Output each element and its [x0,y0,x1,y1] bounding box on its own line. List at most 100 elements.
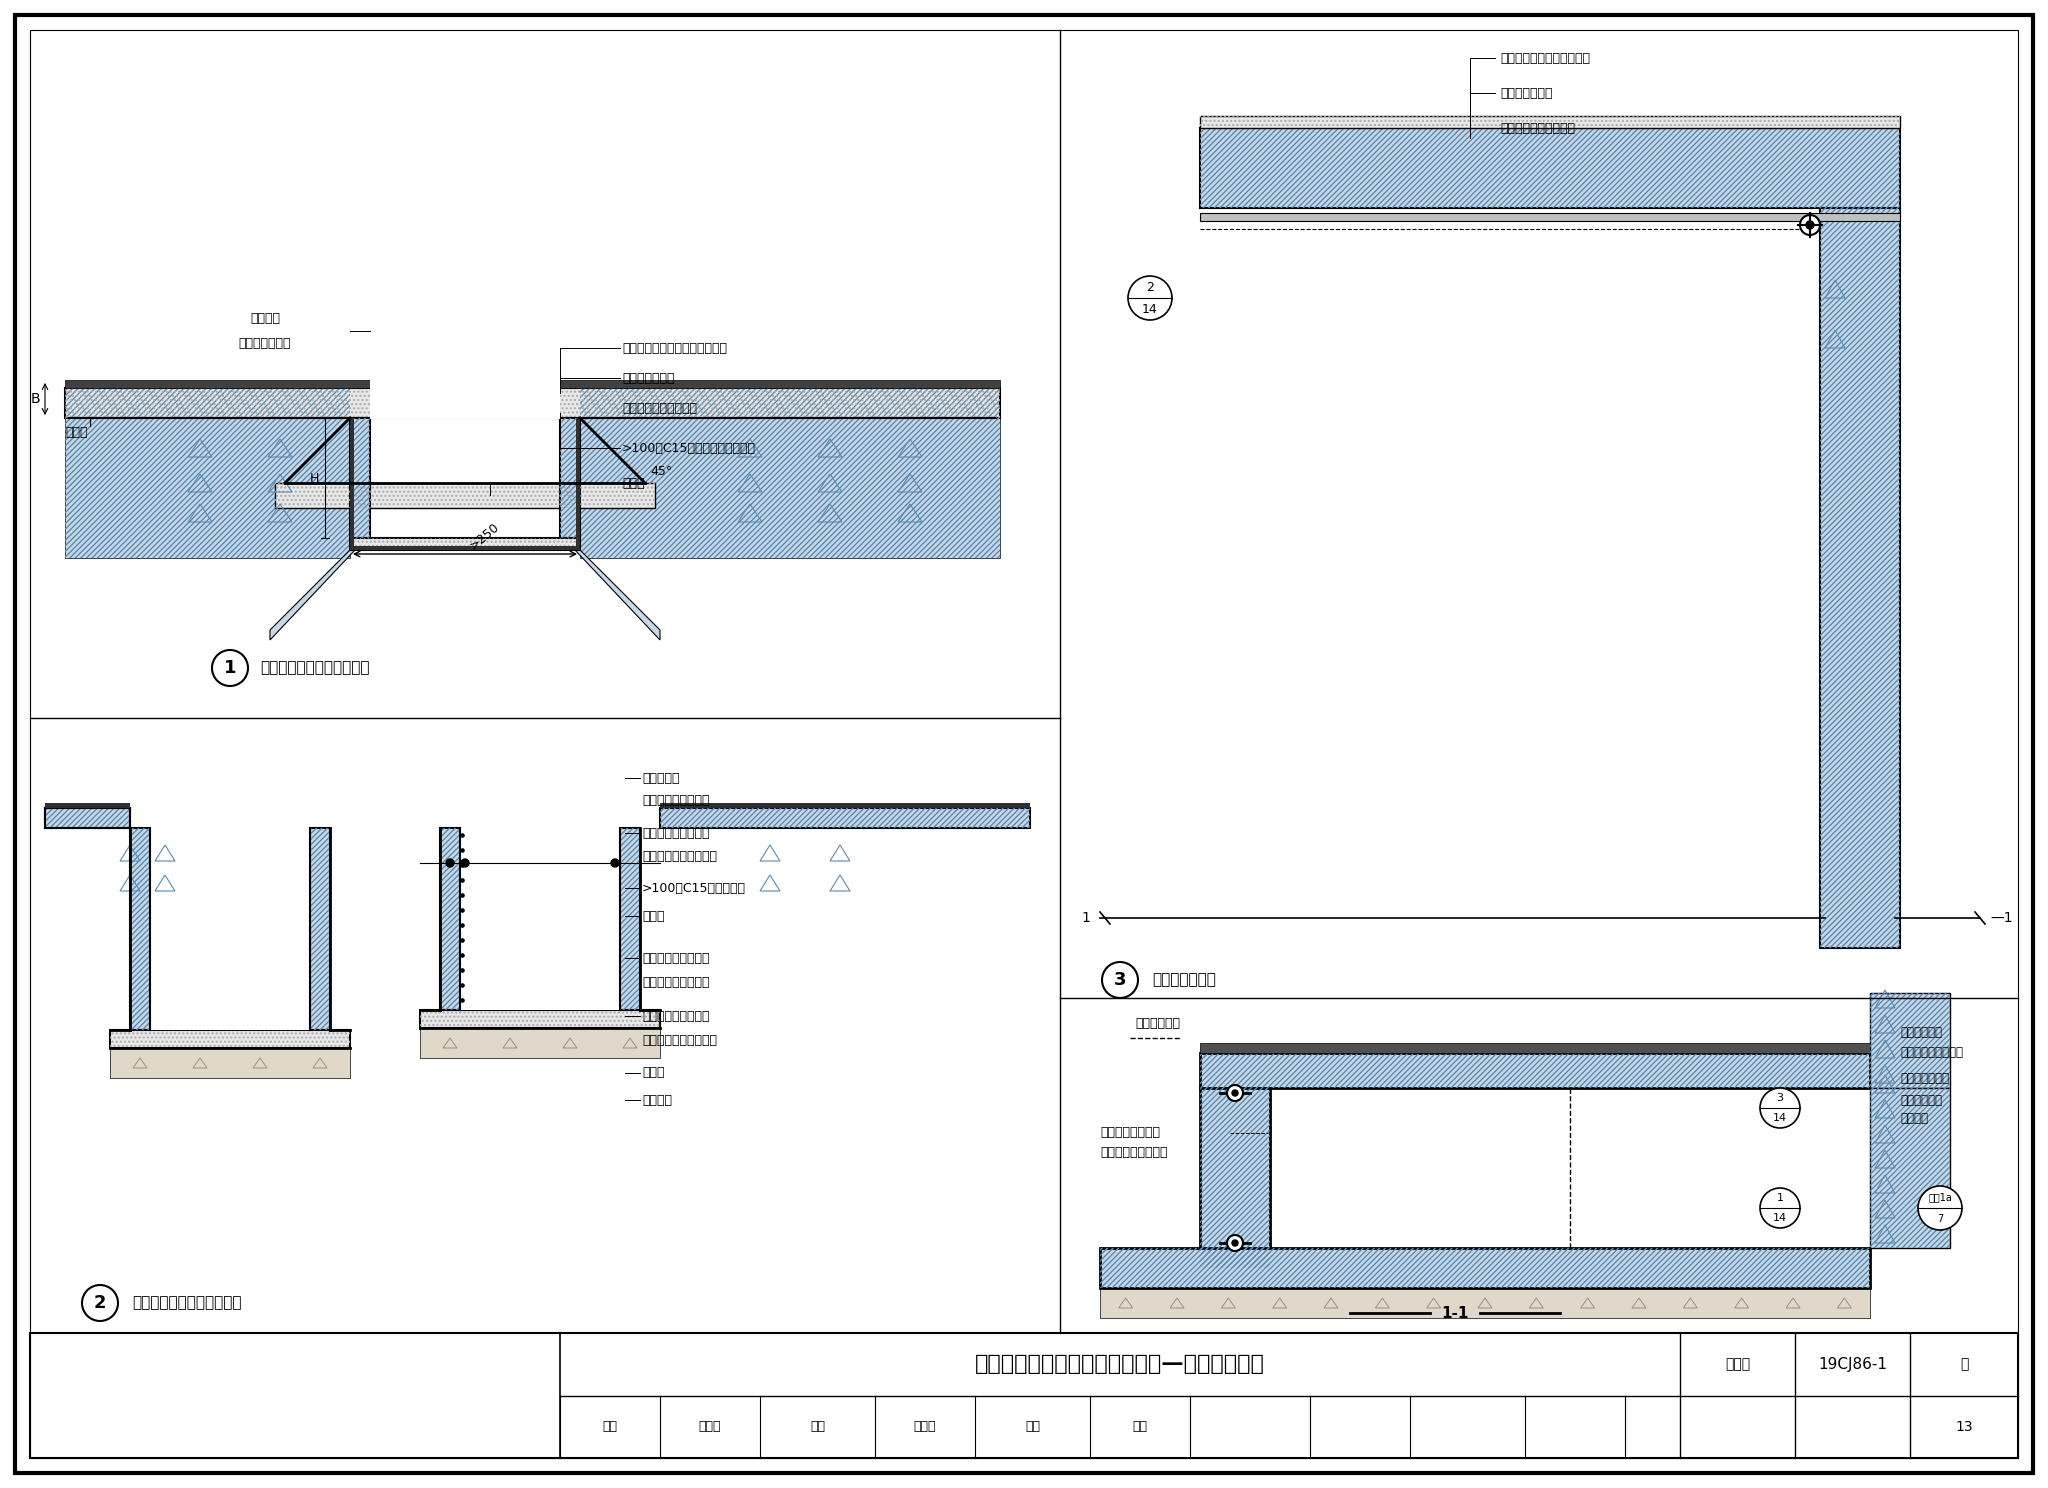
Text: 13: 13 [1956,1420,1972,1434]
Text: 2: 2 [94,1295,106,1312]
Circle shape [1919,1186,1962,1231]
Text: （见具体工程设计）: （见具体工程设计） [641,976,709,990]
Circle shape [1233,1240,1237,1245]
Text: 顶板上构造层: 顶板上构造层 [1901,1027,1942,1040]
Text: 虚线为临时保护墙: 虚线为临时保护墙 [1100,1126,1159,1140]
Bar [1870,1088,1950,1248]
Bar [274,484,655,507]
Bar [559,418,580,539]
Bar [1200,116,1901,128]
Polygon shape [270,551,354,640]
Circle shape [1102,963,1139,998]
Text: （见具体工程设计）: （见具体工程设计） [1901,1046,1962,1059]
Text: 3: 3 [1114,972,1126,990]
Bar [1100,1248,1870,1289]
Circle shape [1128,275,1171,320]
Bar [129,827,150,1030]
Bar [350,539,580,551]
Text: 审核: 审核 [602,1420,618,1433]
Bar [420,1010,659,1028]
Bar [461,827,621,1010]
Bar [66,379,999,388]
Bar [66,388,350,558]
Bar [440,827,461,1010]
Circle shape [461,859,469,868]
Text: 迎水面: 迎水面 [66,426,88,439]
Bar [350,418,371,539]
Bar [420,1010,659,1028]
Text: 素土夯实: 素土夯实 [641,1094,672,1107]
Bar [111,1048,350,1077]
Text: 章伟晨: 章伟晨 [698,1420,721,1433]
Text: 2: 2 [1147,281,1153,293]
Text: 14: 14 [1774,1213,1788,1223]
Bar [150,827,309,1030]
Bar [1870,992,1950,1088]
Circle shape [1759,1187,1800,1228]
Text: 1: 1 [1776,1193,1784,1202]
Circle shape [1233,1091,1237,1097]
Bar [66,388,999,418]
Bar [350,418,371,539]
Bar [621,827,639,1010]
Bar [350,418,354,551]
Text: 14: 14 [1143,302,1157,315]
Polygon shape [575,551,659,640]
Text: 1: 1 [1081,911,1090,926]
Bar [580,388,999,558]
Text: 掺合剂）: 掺合剂） [1901,1112,1927,1125]
Text: （掺加赛柏斯掺合剂）: （掺加赛柏斯掺合剂） [623,402,696,415]
Bar [45,804,129,808]
Text: 黄野: 黄野 [1133,1420,1147,1433]
Bar [45,808,129,827]
Bar [659,808,1030,827]
Circle shape [1227,1085,1243,1101]
Bar [420,1028,659,1058]
Bar [1821,208,1901,948]
Bar [111,1030,350,1048]
Bar [1100,1248,1870,1289]
Bar [1200,1054,1870,1088]
Text: 预留通道平面图: 预留通道平面图 [1151,973,1217,988]
Bar [111,1030,350,1048]
Bar [1200,213,1901,222]
Text: 见具体工程设计: 见具体工程设计 [240,336,291,350]
Bar [659,804,1030,808]
Bar [274,484,655,507]
Text: （掺加赛柏斯掺合剂）: （掺加赛柏斯掺合剂） [1499,122,1575,134]
Bar [440,827,461,1010]
Bar [31,1333,2017,1458]
Bar [350,539,580,551]
Circle shape [610,859,618,868]
Text: >250: >250 [467,519,502,552]
Text: 1: 1 [223,659,236,677]
Text: 3: 3 [1776,1094,1784,1103]
Text: B: B [31,391,41,406]
Bar [1200,116,1901,128]
Bar [580,388,999,558]
Text: 地下室坑槽、预留通道防水构造—赛柏斯掺合剂: 地下室坑槽、预留通道防水构造—赛柏斯掺合剂 [975,1354,1266,1375]
Bar [1200,1088,1270,1268]
Text: 45°: 45° [649,464,672,478]
Text: 防水混凝土坑槽底板: 防水混凝土坑槽底板 [641,826,709,839]
Bar [66,388,350,558]
Text: （掺加赛柏斯: （掺加赛柏斯 [1901,1094,1942,1107]
Text: 防水混凝土侧墙: 防水混凝土侧墙 [1499,86,1552,100]
Bar [1870,1088,1950,1248]
Text: 19CJ86-1: 19CJ86-1 [1819,1357,1886,1372]
Text: 室外地坪标高: 室外地坪标高 [1135,1016,1180,1030]
Text: （见具体工程设计）: （见具体工程设计） [1100,1146,1167,1159]
Text: 保温层（见具体工程设计）: 保温层（见具体工程设计） [1499,52,1589,64]
Text: 坑槽尺寸: 坑槽尺寸 [250,311,281,324]
Text: >100厚C15混凝土垫层随捣随抹: >100厚C15混凝土垫层随捣随抹 [623,442,756,454]
Circle shape [213,650,248,686]
Text: 地基土: 地基土 [641,909,664,923]
Bar [1200,128,1901,208]
Text: （掺加赛柏斯掺合剂）: （掺加赛柏斯掺合剂） [641,850,717,863]
Bar [1821,208,1901,948]
Text: >100厚C15混凝土垫层: >100厚C15混凝土垫层 [641,881,745,894]
Text: 校对: 校对 [811,1420,825,1433]
Bar [621,827,639,1010]
Bar [1200,1043,1870,1054]
Circle shape [446,859,455,868]
